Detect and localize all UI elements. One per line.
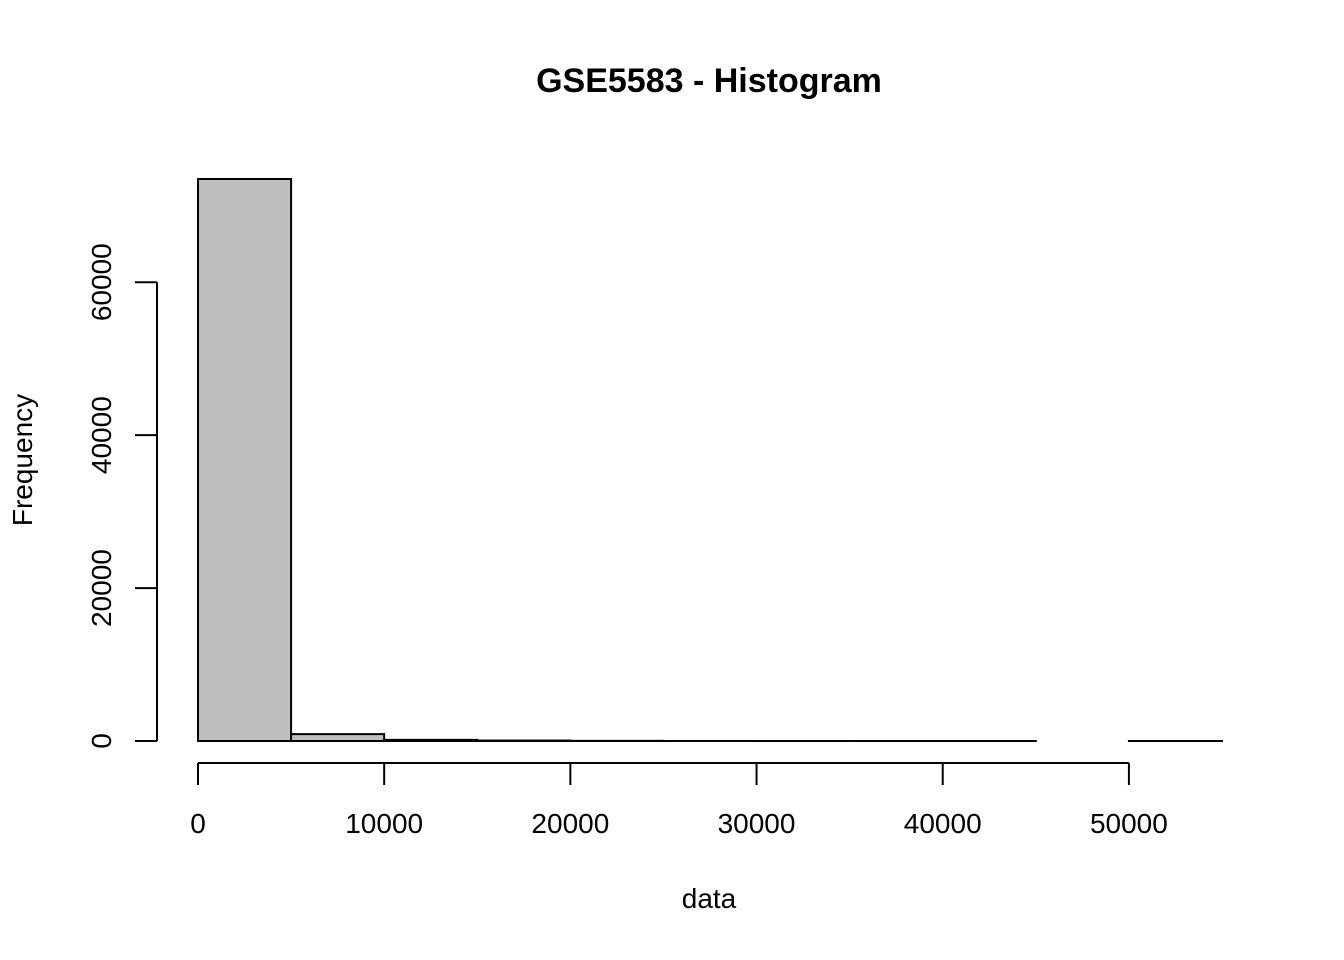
histogram-bar — [383, 738, 479, 743]
x-tick-label: 30000 — [718, 808, 796, 839]
x-axis: 0 10000 20000 30000 40000 50000 — [190, 762, 1168, 839]
x-tick-label: 40000 — [904, 808, 982, 839]
y-tick-label: 60000 — [86, 243, 117, 321]
y-axis-label: Frequency — [7, 394, 38, 526]
x-tick-label: 20000 — [531, 808, 609, 839]
chart-title: GSE5583 - Histogram — [536, 62, 882, 100]
y-tick-label: 40000 — [86, 396, 117, 474]
y-tick-label: 0 — [86, 733, 117, 749]
x-axis-label: data — [682, 883, 737, 914]
bars-group — [197, 178, 1223, 743]
histogram-bar — [197, 178, 293, 742]
histogram-bar — [290, 733, 386, 742]
x-tick-label: 10000 — [345, 808, 423, 839]
x-tick-label: 50000 — [1090, 808, 1168, 839]
x-tick-label: 0 — [190, 808, 206, 839]
y-tick-label: 20000 — [86, 549, 117, 627]
y-axis: 0 20000 40000 60000 — [86, 243, 158, 749]
